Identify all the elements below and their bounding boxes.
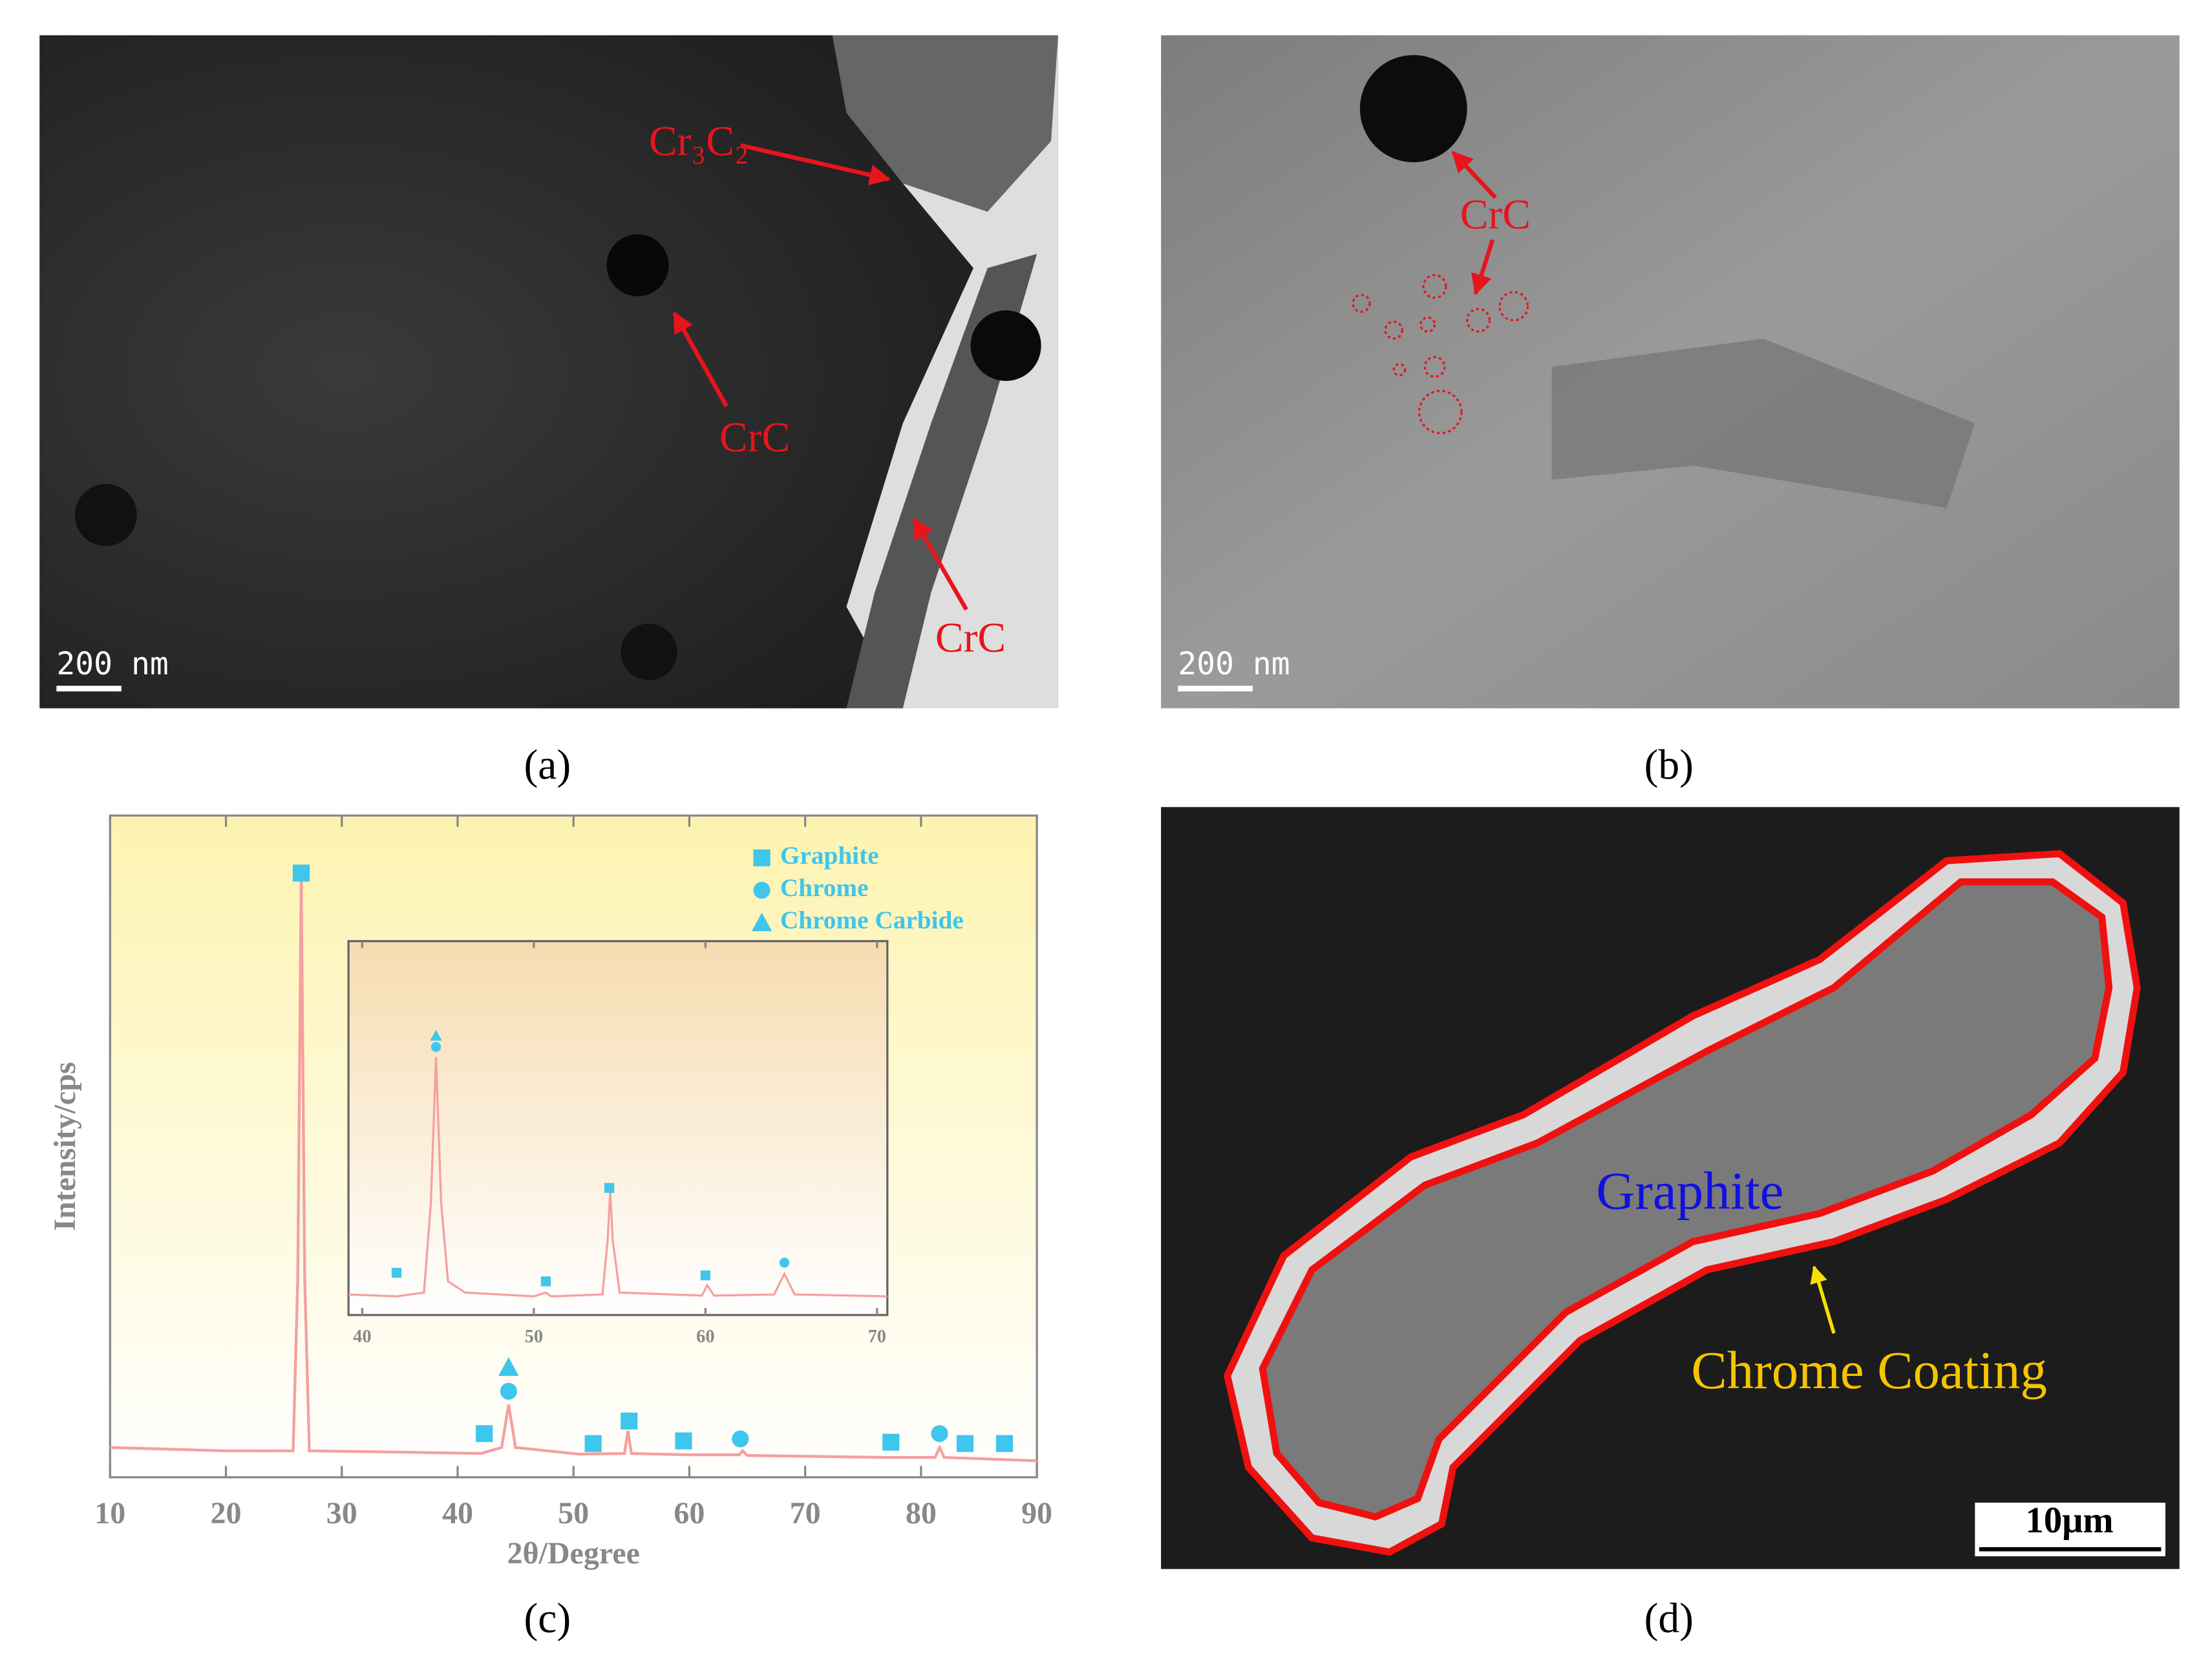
highlight-circle bbox=[1423, 356, 1446, 378]
marker bbox=[430, 1029, 442, 1041]
marker bbox=[584, 1435, 602, 1452]
marker bbox=[431, 1042, 441, 1052]
legend-label: Chrome bbox=[780, 874, 869, 902]
panel-d: Graphite Chrome Coating 10μm (d) bbox=[1161, 807, 2180, 1642]
x-tick-label: 20 bbox=[211, 1496, 242, 1530]
grain bbox=[1551, 338, 1975, 508]
marker bbox=[700, 1270, 710, 1281]
x-tick-label: 40 bbox=[353, 1327, 371, 1347]
marker bbox=[732, 1430, 749, 1448]
highlight-circle bbox=[1418, 389, 1463, 434]
marker bbox=[292, 864, 310, 882]
marker bbox=[995, 1435, 1013, 1452]
marker bbox=[882, 1433, 900, 1451]
inset-plot-area bbox=[347, 939, 889, 1316]
arrow bbox=[1471, 239, 1495, 296]
x-tick-label: 70 bbox=[868, 1327, 886, 1347]
panel-label: (c) bbox=[524, 1596, 571, 1642]
scale-bar-label: 200 nm bbox=[1178, 646, 1290, 682]
marker bbox=[604, 1183, 615, 1193]
panel-label: (d) bbox=[1644, 1596, 1694, 1642]
x-tick-label: 50 bbox=[558, 1496, 589, 1530]
marker bbox=[500, 1382, 517, 1400]
annotation: Graphite bbox=[1596, 1161, 1783, 1221]
arrow bbox=[672, 311, 728, 408]
panel-b: CrC 200 nm (b) bbox=[1161, 35, 2180, 788]
particle bbox=[1359, 55, 1467, 162]
annotation: CrC bbox=[719, 414, 790, 461]
highlight-circle bbox=[1466, 308, 1491, 333]
particle bbox=[621, 623, 677, 680]
x-tick-label: 70 bbox=[790, 1496, 821, 1530]
marker bbox=[675, 1432, 692, 1450]
highlight-circle bbox=[1420, 316, 1436, 333]
panel-a: Cr₃C₂ CrC CrC 200 nm (a) bbox=[39, 35, 1058, 788]
graphite-outline bbox=[1259, 878, 2113, 1521]
marker bbox=[391, 1267, 402, 1278]
annotation: Chrome Coating bbox=[1691, 1340, 2047, 1400]
legend-label: Graphite bbox=[780, 842, 879, 870]
highlight-circle bbox=[1384, 320, 1403, 340]
arrow bbox=[1451, 151, 1497, 199]
x-tick-label: 90 bbox=[1021, 1496, 1052, 1530]
y-axis-label: Intensity/cps bbox=[48, 1062, 82, 1230]
spectrum-line bbox=[348, 1056, 888, 1298]
grain bbox=[832, 35, 1058, 212]
legend-label: Chrome Carbide bbox=[780, 906, 964, 934]
marker bbox=[476, 1425, 493, 1442]
x-tick-label: 40 bbox=[442, 1496, 473, 1530]
marker bbox=[779, 1258, 790, 1268]
marker bbox=[753, 881, 771, 899]
particle bbox=[970, 310, 1041, 381]
marker bbox=[498, 1357, 519, 1377]
annotation: CrC bbox=[935, 615, 1006, 661]
x-axis-label: 2θ/Degree bbox=[507, 1536, 639, 1570]
panel-c: (c) 10 20 30 40 50 60 70 80 90 Graphite Chrome Chro… bbox=[48, 814, 1052, 1642]
particle bbox=[606, 234, 669, 297]
scale-bar-label: 200 nm bbox=[56, 646, 168, 682]
x-tick-label: 10 bbox=[94, 1496, 125, 1530]
annotation: CrC bbox=[1460, 191, 1531, 238]
panel-label: (a) bbox=[524, 742, 571, 788]
x-tick-label: 50 bbox=[525, 1327, 543, 1347]
marker bbox=[956, 1435, 974, 1452]
highlight-circle bbox=[1422, 273, 1447, 299]
particle bbox=[74, 484, 137, 546]
marker bbox=[751, 912, 772, 932]
x-tick-label: 80 bbox=[906, 1496, 937, 1530]
x-tick-label: 60 bbox=[674, 1496, 705, 1530]
marker bbox=[931, 1425, 948, 1442]
scale-bar-label: 10μm bbox=[2025, 1500, 2113, 1541]
highlight-circle bbox=[1392, 363, 1407, 377]
arrow bbox=[912, 517, 968, 611]
arrow bbox=[1810, 1265, 1836, 1334]
marker bbox=[540, 1276, 551, 1287]
arrow bbox=[740, 143, 891, 186]
highlight-circle bbox=[1352, 294, 1371, 313]
x-tick-label: 60 bbox=[696, 1327, 714, 1347]
marker bbox=[753, 849, 771, 866]
annotation: Cr₃C₂ bbox=[649, 118, 749, 165]
panel-label: (b) bbox=[1644, 742, 1694, 788]
highlight-circle bbox=[1498, 291, 1529, 322]
x-tick-label: 30 bbox=[326, 1496, 357, 1530]
marker bbox=[621, 1412, 638, 1430]
